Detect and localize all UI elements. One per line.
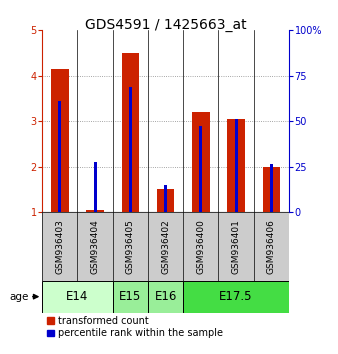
- Bar: [227, 119, 245, 212]
- Bar: [42, 280, 113, 313]
- Bar: [183, 280, 289, 313]
- Text: E17.5: E17.5: [219, 290, 253, 303]
- Bar: [192, 112, 210, 212]
- Text: E16: E16: [154, 290, 177, 303]
- Text: GSM936405: GSM936405: [126, 219, 135, 274]
- Text: GSM936402: GSM936402: [161, 219, 170, 274]
- Bar: [129, 87, 132, 212]
- Bar: [270, 164, 273, 212]
- Bar: [164, 185, 167, 212]
- Text: GDS4591 / 1425663_at: GDS4591 / 1425663_at: [85, 18, 246, 33]
- Bar: [113, 280, 148, 313]
- Bar: [157, 189, 174, 212]
- Text: GSM936404: GSM936404: [91, 219, 100, 274]
- Bar: [51, 69, 69, 212]
- Bar: [235, 119, 238, 212]
- Text: GSM936401: GSM936401: [232, 219, 241, 274]
- Text: E14: E14: [66, 290, 89, 303]
- Bar: [86, 210, 104, 212]
- Text: GSM936400: GSM936400: [196, 219, 206, 274]
- Bar: [58, 101, 61, 212]
- Legend: transformed count, percentile rank within the sample: transformed count, percentile rank withi…: [47, 316, 223, 338]
- Bar: [122, 53, 139, 212]
- Text: age: age: [9, 292, 29, 302]
- Text: GSM936406: GSM936406: [267, 219, 276, 274]
- Bar: [263, 167, 280, 212]
- Bar: [148, 280, 183, 313]
- Text: E15: E15: [119, 290, 142, 303]
- Bar: [199, 126, 202, 212]
- Bar: [94, 162, 97, 212]
- Text: GSM936403: GSM936403: [55, 219, 64, 274]
